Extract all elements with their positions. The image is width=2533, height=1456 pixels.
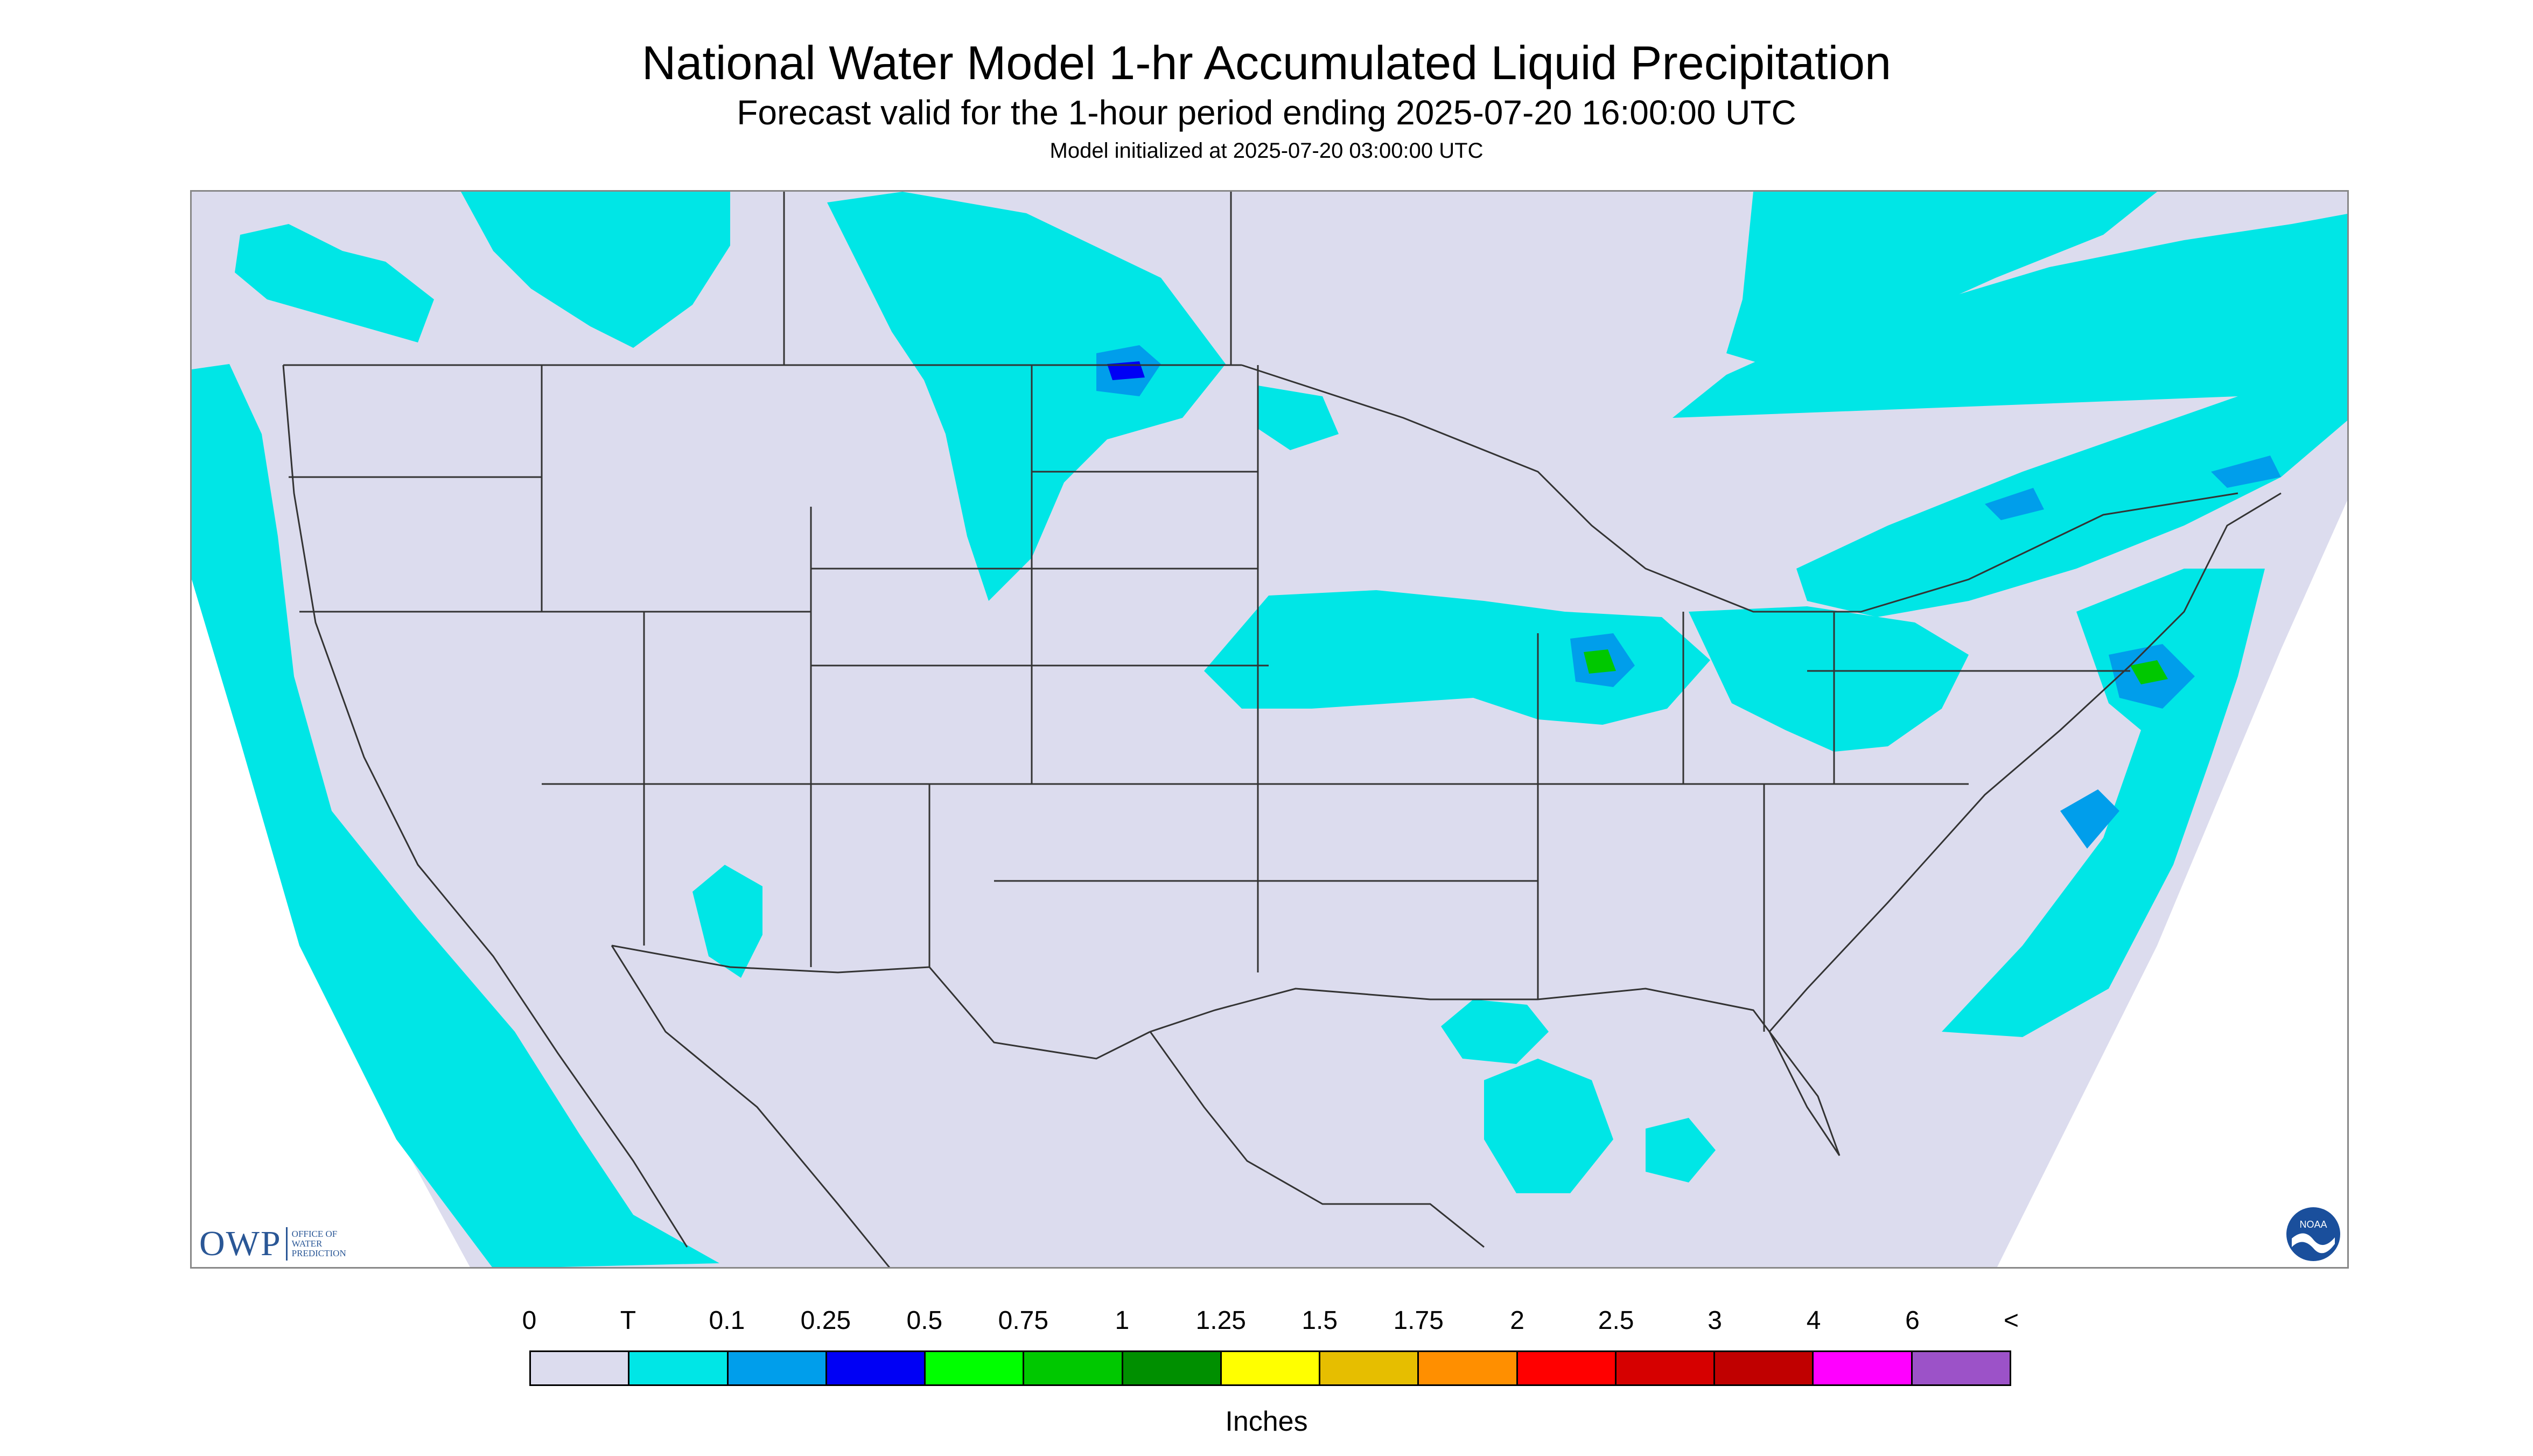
legend-swatch — [1221, 1352, 1321, 1384]
owp-logo-divider — [285, 1227, 288, 1261]
legend-swatch — [728, 1352, 827, 1384]
legend-label: T — [620, 1306, 636, 1335]
precip-core-nd-inner — [1107, 361, 1145, 380]
legend-labels: 0 T 0.1 0.25 0.5 0.75 1 1.25 1.5 1.75 2 2.5 3 4 6 < — [0, 1306, 2533, 1338]
legend-swatch — [1715, 1352, 1814, 1384]
owp-logo-mark: OWP — [199, 1224, 282, 1263]
legend-swatch — [1616, 1352, 1716, 1384]
precip-midwest — [1204, 590, 1710, 725]
precip-core-atlantic — [2060, 789, 2119, 849]
legend-label: 2 — [1510, 1306, 1525, 1335]
precip-ms-coast — [1441, 999, 1549, 1064]
owp-logo: OWP OFFICE OF WATER PREDICTION — [199, 1223, 367, 1264]
map-canvas — [192, 192, 2347, 1267]
legend-label: 1.5 — [1302, 1306, 1338, 1335]
map-boundaries — [282, 192, 2282, 1267]
great-lakes-outline — [1241, 364, 2238, 613]
legend-swatch — [1814, 1352, 1913, 1384]
precip-core-ontario — [2211, 456, 2281, 488]
precip-bc-north — [235, 224, 434, 342]
legend-swatch — [531, 1352, 630, 1384]
precip-southwest — [692, 865, 762, 978]
precip-quebec — [1726, 192, 2157, 369]
model-init-line: Model initialized at 2025-07-20 03:00:00… — [1049, 139, 1484, 163]
noaa-logo-ring — [2286, 1207, 2340, 1261]
domain-mask-west — [192, 579, 470, 1267]
legend-label: 0.75 — [998, 1306, 1049, 1335]
precip-pacific-coast — [192, 364, 719, 1267]
legend-label: 3 — [1708, 1306, 1722, 1335]
legend-label: 1 — [1115, 1306, 1130, 1335]
domain-mask-east — [1997, 500, 2347, 1267]
legend-label: 2.5 — [1598, 1306, 1634, 1335]
legend-label: 0.5 — [906, 1306, 943, 1335]
legend-swatch — [1912, 1352, 2010, 1384]
legend-color-bar — [529, 1350, 2011, 1386]
legend-swatch — [926, 1352, 1025, 1384]
precip-mn — [1258, 386, 1339, 450]
noaa-logo-wave — [2292, 1233, 2335, 1254]
legend-units: Inches — [1225, 1406, 1308, 1437]
precip-core-il-inner — [1584, 649, 1616, 674]
legend-label: 0 — [522, 1306, 537, 1335]
legend-swatch — [1419, 1352, 1518, 1384]
legend-swatch — [1320, 1352, 1419, 1384]
legend-label: < — [2003, 1306, 2019, 1335]
precip-core-nj-inner — [2130, 660, 2168, 684]
legend-swatch — [1517, 1352, 1617, 1384]
precip-manitoba — [827, 192, 1226, 601]
precip-core-quebec — [1985, 488, 2044, 520]
owp-logo-text: OFFICE OF WATER PREDICTION — [291, 1229, 346, 1258]
us-west-coast — [282, 365, 688, 1248]
map-subtitle: Forecast valid for the 1-hour period end… — [737, 93, 1796, 132]
precip-trace-areas — [192, 192, 2347, 1267]
precip-ontario-ny — [1673, 214, 2347, 617]
us-mexico-border — [611, 944, 1151, 1060]
precip-gulf — [1484, 1059, 1613, 1193]
noaa-logo-text: NOAA — [2299, 1219, 2327, 1230]
legend-label: 0.25 — [800, 1306, 851, 1335]
precip-ohio-valley — [1689, 606, 1969, 752]
legend-swatch — [827, 1352, 926, 1384]
east-coast — [1768, 492, 2282, 1032]
map-title: National Water Model 1-hr Accumulated Li… — [641, 36, 1892, 89]
mexico-interior — [611, 945, 1485, 1267]
precip-gulf-east — [1646, 1118, 1716, 1182]
noaa-logo: NOAA — [2286, 1207, 2340, 1261]
precip-heavy-cores — [1096, 345, 2281, 849]
legend-label: 6 — [1905, 1306, 1920, 1335]
precipitation-map[interactable] — [190, 190, 2349, 1269]
legend-swatch — [1123, 1352, 1222, 1384]
legend-label: 4 — [1806, 1306, 1821, 1335]
legend-swatch — [1024, 1352, 1123, 1384]
legend-swatch — [629, 1352, 729, 1384]
legend-label: 1.75 — [1393, 1306, 1444, 1335]
legend-label: 1.25 — [1195, 1306, 1246, 1335]
legend-label: 0.1 — [709, 1306, 745, 1335]
gulf-coast — [1150, 988, 1841, 1156]
precip-ab-sk — [461, 192, 730, 348]
